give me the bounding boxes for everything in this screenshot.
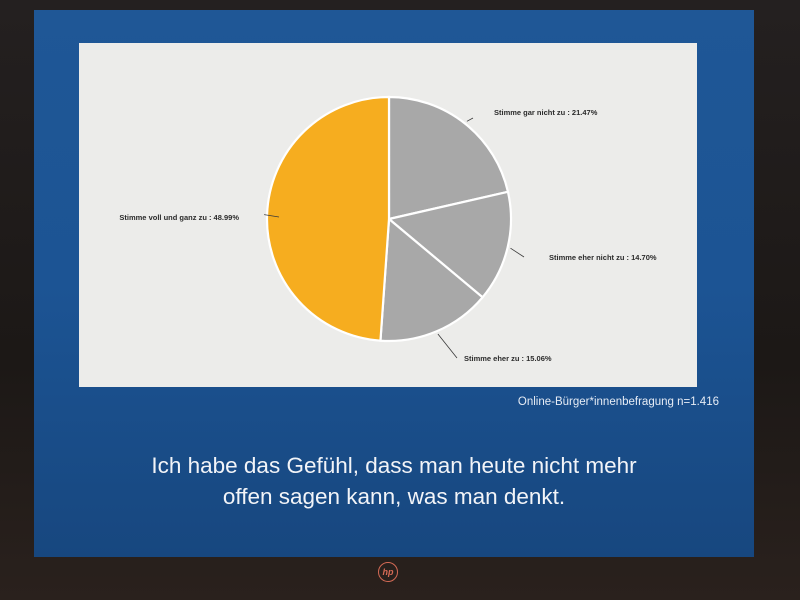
slide-statement: Ich habe das Gefühl, dass man heute nich… [34, 450, 754, 512]
chart-panel: Stimme gar nicht zu : 21.47% Stimme eher … [79, 43, 697, 387]
slice-label: Stimme eher zu : 15.06% [464, 354, 552, 363]
pie-slice [387, 95, 510, 221]
label-leader-line [510, 247, 525, 258]
label-leader-line [264, 214, 280, 218]
label-leader-line [466, 117, 474, 122]
hp-logo-icon: hp [378, 562, 398, 582]
pie-slice [265, 95, 391, 342]
pie-slice [386, 190, 513, 299]
pie-slice [379, 216, 485, 343]
slice-label: Stimme voll und ganz zu : 48.99% [119, 213, 239, 222]
pie-chart: Stimme gar nicht zu : 21.47% Stimme eher … [119, 95, 657, 363]
source-note: Online-Bürger*innenbefragung n=1.416 [517, 396, 719, 408]
slice-label: Stimme eher nicht zu : 14.70% [549, 253, 657, 262]
label-leader-line [437, 333, 458, 359]
slice-label: Stimme gar nicht zu : 21.47% [494, 108, 598, 117]
statement-line-2: offen sagen kann, was man denkt. [222, 484, 566, 509]
statement-line-1: Ich habe das Gefühl, dass man heute nich… [151, 453, 637, 478]
presentation-slide: Stimme gar nicht zu : 21.47% Stimme eher … [34, 10, 754, 557]
